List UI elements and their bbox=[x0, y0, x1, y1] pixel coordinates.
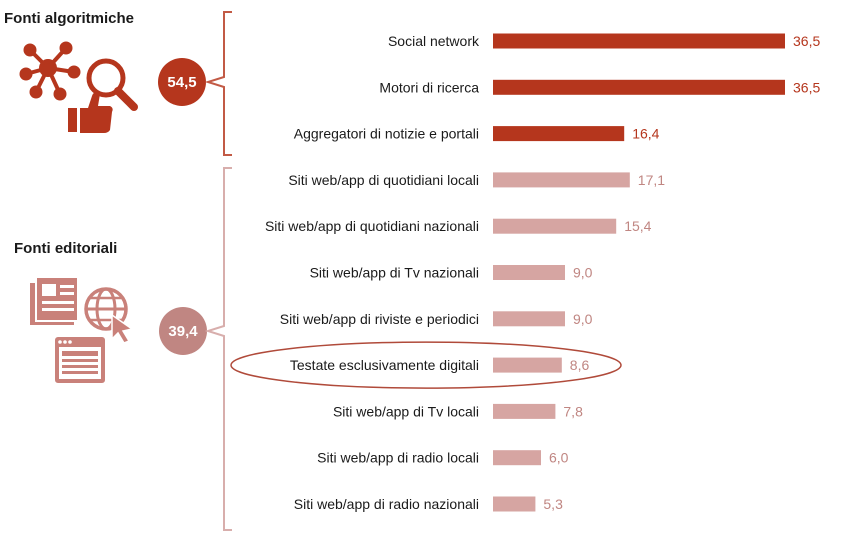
value-label: 15,4 bbox=[624, 218, 651, 234]
bar bbox=[493, 218, 617, 234]
bar bbox=[493, 79, 785, 95]
network-icon bbox=[19, 41, 81, 101]
bar bbox=[493, 172, 630, 188]
category-label: Siti web/app di quotidiani nazionali bbox=[265, 218, 479, 234]
bar bbox=[493, 357, 562, 373]
group-title-algoritmiche: Fonti algoritmiche bbox=[4, 10, 135, 27]
value-label: 9,0 bbox=[573, 311, 593, 327]
category-label: Siti web/app di riviste e periodici bbox=[280, 311, 479, 327]
value-label: 16,4 bbox=[632, 126, 659, 142]
value-label: 36,5 bbox=[793, 79, 820, 95]
value-label: 9,0 bbox=[573, 265, 593, 281]
webpage-icon bbox=[55, 337, 105, 383]
group-title-editoriali: Fonti editoriali bbox=[14, 240, 118, 257]
value-label: 36,5 bbox=[793, 33, 820, 49]
bar bbox=[493, 496, 536, 512]
value-labels: 36,5 36,5 16,4 17,1 15,4 9,0 9,0 8,6 7,8 6,0 5,3 bbox=[543, 33, 820, 512]
highlight-ellipse bbox=[230, 341, 622, 389]
bar bbox=[493, 403, 556, 419]
value-label: 6,0 bbox=[549, 450, 569, 466]
editoriali-icons bbox=[30, 276, 134, 383]
category-label: Aggregatori di notizie e portali bbox=[294, 126, 479, 142]
bracket-editoriali bbox=[204, 167, 232, 531]
value-label: 7,8 bbox=[563, 403, 583, 419]
category-label: Testate esclusivamente digitali bbox=[290, 357, 479, 373]
value-label: 8,6 bbox=[570, 357, 590, 373]
total-circle-editoriali: 39,4 bbox=[159, 307, 207, 355]
value-label: 5,3 bbox=[543, 496, 563, 512]
value-label: 17,1 bbox=[638, 172, 665, 188]
bars bbox=[493, 33, 785, 512]
search-magnifier-icon bbox=[86, 58, 138, 111]
bar bbox=[493, 33, 785, 49]
bar bbox=[493, 311, 565, 327]
category-label: Social network bbox=[388, 33, 480, 49]
category-labels: Social network Motori di ricerca Aggregato… bbox=[265, 33, 480, 512]
globe-cursor-icon bbox=[84, 287, 134, 344]
algoritmiche-icons bbox=[19, 41, 138, 133]
bracket-algoritmiche bbox=[204, 11, 232, 156]
category-label: Siti web/app di quotidiani locali bbox=[288, 172, 479, 188]
bar bbox=[493, 450, 541, 466]
bar bbox=[493, 265, 565, 280]
category-label: Siti web/app di Tv nazionali bbox=[310, 265, 479, 281]
total-circle-algoritmiche: 54,5 bbox=[158, 58, 206, 106]
category-label: Motori di ricerca bbox=[379, 79, 479, 95]
category-label: Siti web/app di radio locali bbox=[317, 450, 479, 466]
newspaper-icon bbox=[30, 276, 79, 325]
category-label: Siti web/app di Tv locali bbox=[333, 403, 479, 419]
bar bbox=[493, 126, 625, 142]
thumbs-up-icon bbox=[68, 92, 113, 133]
category-label: Siti web/app di radio nazionali bbox=[294, 496, 479, 512]
